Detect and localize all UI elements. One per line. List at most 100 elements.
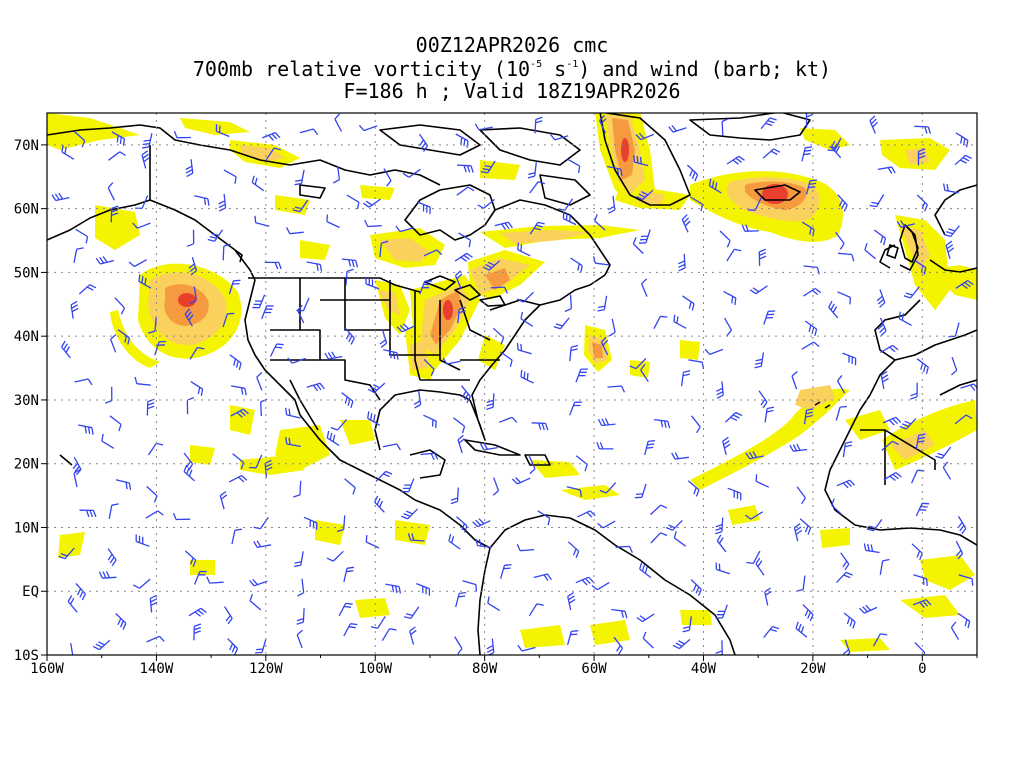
wind-barb <box>492 327 505 345</box>
wind-barb <box>185 159 194 178</box>
wind-barb <box>724 317 733 337</box>
wind-barb <box>803 287 822 297</box>
wind-barb <box>896 220 915 228</box>
wind-barb <box>881 440 899 451</box>
wind-barb <box>869 115 879 134</box>
wind-barb <box>482 260 501 271</box>
wind-barb <box>108 151 126 161</box>
wind-barb <box>673 531 687 547</box>
wind-barb <box>285 407 301 419</box>
wind-barb <box>835 231 845 250</box>
wind-barb <box>650 532 668 544</box>
wind-barb <box>957 516 967 535</box>
wind-barb <box>842 441 853 458</box>
wind-barb <box>381 628 397 642</box>
wind-barb <box>67 595 78 613</box>
wind-barb <box>727 487 742 501</box>
wind-barb <box>249 454 263 469</box>
wind-barb <box>74 378 93 386</box>
wind-barb <box>306 261 323 272</box>
wind-barb <box>566 630 579 646</box>
wind-barb <box>913 574 928 586</box>
wind-barb <box>487 596 501 612</box>
y-tick-label: 70N <box>14 138 39 154</box>
wind-barb <box>297 578 305 597</box>
wind-barb <box>222 312 235 328</box>
title-line-2-c: ) and wind (barb; kt) <box>578 57 832 81</box>
wind-barb <box>527 162 537 179</box>
wind-barb <box>146 398 155 416</box>
wind-barb <box>673 314 687 329</box>
wind-barb <box>401 478 415 493</box>
wind-barb <box>324 351 343 360</box>
wind-barb <box>218 193 227 212</box>
wind-barb <box>253 540 272 549</box>
wind-barb <box>672 638 691 650</box>
map-frame <box>46 112 978 656</box>
wind-barb <box>836 571 853 584</box>
wind-barb <box>534 116 543 134</box>
wind-barb <box>462 580 478 592</box>
wind-barb <box>802 604 814 622</box>
wind-barb <box>344 478 356 495</box>
wind-barb <box>73 247 84 263</box>
x-tick-label: 20W <box>800 661 826 677</box>
wind-barb <box>173 130 192 139</box>
wind-barb <box>189 346 205 360</box>
wind-barb <box>115 613 127 630</box>
wind-barb <box>499 564 512 579</box>
wind-barb <box>653 315 668 330</box>
wind-barb <box>269 343 284 357</box>
wind-barb <box>882 416 902 426</box>
wind-barb <box>639 562 652 579</box>
wind-barb <box>330 419 348 431</box>
y-axis-labels: 10S EQ 10N 20N 30N 40N 50N 60N 70N <box>14 138 39 664</box>
wind-barb <box>457 306 466 324</box>
wind-barb <box>640 363 649 383</box>
wind-barb <box>104 386 113 404</box>
wind-barb <box>75 228 89 244</box>
wind-barb <box>78 424 94 435</box>
wind-barb <box>61 340 71 359</box>
wind-barb <box>256 372 263 391</box>
wind-barb <box>690 579 702 596</box>
wind-barb <box>442 357 461 365</box>
wind-barb <box>955 280 974 290</box>
wind-barb <box>599 482 617 494</box>
wind-barb <box>403 606 420 620</box>
wind-barb <box>805 179 818 195</box>
wind-barb <box>141 133 153 149</box>
y-tick-label: 50N <box>14 265 39 281</box>
wind-barb <box>721 118 729 136</box>
wind-barb <box>111 131 126 146</box>
wind-barb <box>115 479 132 490</box>
wind-barb <box>416 201 431 215</box>
wind-barb <box>367 382 386 394</box>
wind-barb <box>379 240 389 258</box>
wind-barb <box>916 194 928 212</box>
wind-barb <box>416 582 431 596</box>
wind-barb <box>741 224 759 232</box>
wind-barb <box>334 113 343 132</box>
wind-barb <box>957 612 971 629</box>
wind-barb <box>719 230 731 248</box>
wind-barb <box>668 125 687 133</box>
wind-barb <box>228 475 248 483</box>
wind-barb <box>641 278 648 297</box>
wind-barb <box>78 284 97 295</box>
wind-barb <box>117 329 131 345</box>
wind-barb <box>341 258 359 268</box>
wind-barb <box>942 461 952 480</box>
y-tick-label: EQ <box>22 584 39 600</box>
wind-barb <box>303 516 318 530</box>
wind-barb <box>793 523 803 542</box>
wind-barb <box>374 495 385 513</box>
wind-barb <box>336 515 346 533</box>
wind-barb <box>95 256 115 265</box>
wind-barb <box>184 308 194 327</box>
axis-ticks <box>41 144 978 661</box>
wind-barb <box>597 295 608 312</box>
wind-barb <box>385 583 402 594</box>
wind-barb <box>230 408 249 418</box>
